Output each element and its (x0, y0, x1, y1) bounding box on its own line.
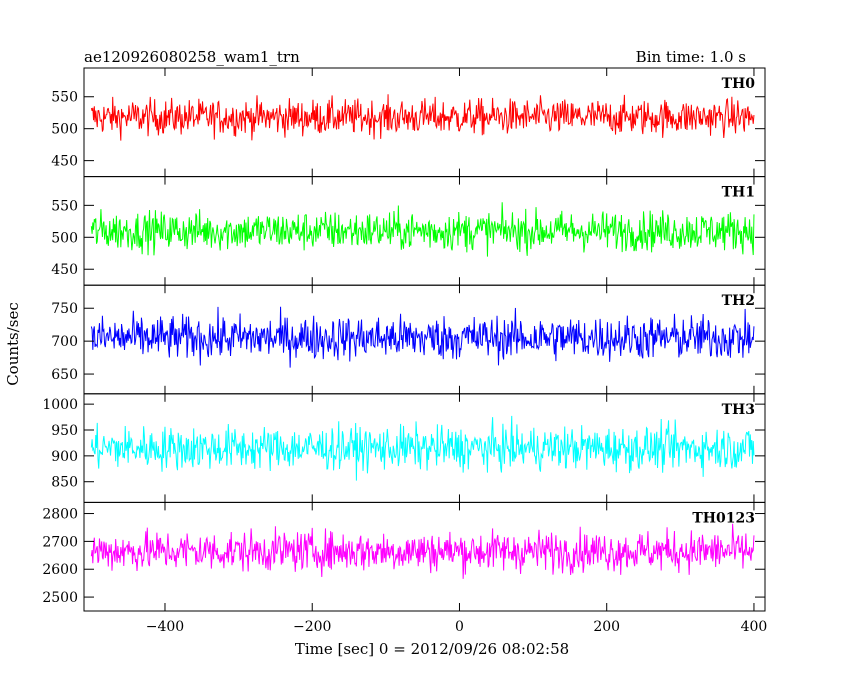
y-tick-label: 550 (51, 90, 78, 106)
y-tick-label: 850 (51, 475, 78, 491)
y-tick-label: 750 (51, 301, 78, 317)
x-axis-label: Time [sec] 0 = 2012/09/26 08:02:58 (295, 640, 569, 658)
panel-label: TH2 (722, 293, 755, 309)
series-line-th0123 (90, 523, 755, 579)
y-tick-label: 450 (51, 262, 78, 278)
series-line-th0 (90, 94, 755, 141)
panels-group: 450 500 550 TH0 450 500 550 TH1 650 700 750 TH2 850 9… (42, 67, 768, 635)
panel-th1: 450 500 550 TH1 (51, 176, 766, 286)
series-line-th3 (90, 415, 755, 481)
panel-th3: 850 900 950 1000 TH3 (42, 393, 766, 503)
series-line-th1 (90, 202, 755, 257)
y-tick-label: 500 (51, 122, 78, 138)
y-axis-label: Counts/sec (4, 302, 22, 386)
y-tick-label: 900 (51, 449, 78, 465)
x-tick-label: −400 (146, 619, 184, 635)
panel-frame (83, 501, 766, 612)
panel-label: TH1 (722, 185, 755, 201)
y-tick-label: 950 (51, 423, 78, 439)
y-tick-label: 2500 (42, 590, 78, 606)
x-tick-label: −200 (293, 619, 331, 635)
y-tick-label: 500 (51, 230, 78, 246)
x-tick-label: 200 (593, 619, 620, 635)
y-tick-label: 1000 (42, 397, 78, 413)
x-tick-label: 0 (455, 619, 464, 635)
chart-title-right: Bin time: 1.0 s (636, 48, 746, 66)
y-tick-label: 2800 (42, 507, 78, 523)
chart-title-left: ae120926080258_wam1_trn (84, 48, 300, 66)
y-tick-label: 700 (51, 334, 78, 350)
panel-label: TH3 (722, 402, 755, 418)
y-tick-label: 650 (51, 367, 78, 383)
y-tick-label: 2600 (42, 562, 78, 578)
panel-frame (83, 67, 766, 178)
x-tick-label: 400 (741, 619, 768, 635)
panel-label: TH0 (722, 76, 756, 92)
series-line-th2 (90, 306, 755, 368)
y-tick-label: 550 (51, 198, 78, 214)
panel-label: TH0123 (692, 510, 755, 526)
y-tick-label: 2700 (42, 534, 78, 550)
y-tick-label: 450 (51, 154, 78, 170)
panel-th0123: 2500 2600 2700 2800 TH0123 (42, 501, 766, 612)
panel-th2: 650 700 750 TH2 (51, 284, 766, 395)
panel-th0: 450 500 550 TH0 (51, 67, 766, 178)
